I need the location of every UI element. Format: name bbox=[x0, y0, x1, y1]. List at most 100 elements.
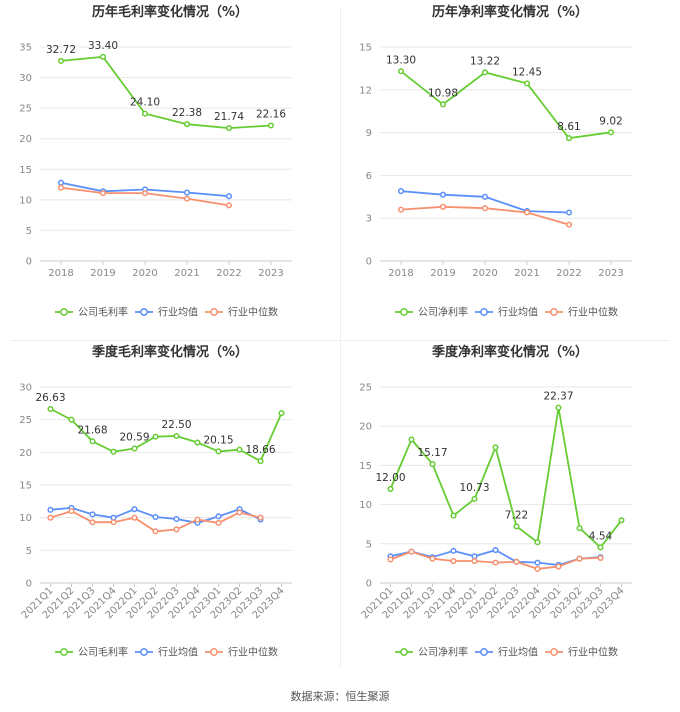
data-label: 24.10 bbox=[130, 97, 160, 109]
data-point-industry_avg bbox=[57, 179, 65, 186]
y-tick-label: 0 bbox=[26, 257, 32, 268]
data-point-industry_median bbox=[450, 557, 457, 565]
x-tick-label: 2018 bbox=[388, 268, 413, 279]
data-point-company bbox=[450, 512, 457, 519]
data-point-company bbox=[278, 410, 285, 417]
legend-swatch-marker bbox=[400, 308, 408, 316]
x-tick-label: 2021 bbox=[174, 268, 199, 279]
legend-item-company: 公司净利率 bbox=[395, 646, 468, 659]
data-point-industry_avg bbox=[173, 515, 180, 523]
x-tick-label: 2021 bbox=[514, 268, 539, 279]
y-tick-label: 0 bbox=[366, 257, 372, 268]
series-line-company bbox=[50, 408, 283, 463]
data-point-industry_avg bbox=[152, 513, 159, 521]
legend-label: 行业中位数 bbox=[228, 306, 278, 319]
data-point-company bbox=[173, 432, 180, 440]
legend-item-industry_avg: 行业均值 bbox=[135, 306, 198, 319]
data-point-industry_median bbox=[471, 557, 478, 565]
legend-item-company: 公司毛利率 bbox=[55, 306, 128, 319]
data-point-company bbox=[387, 485, 394, 492]
data-point-industry_avg bbox=[47, 506, 54, 513]
legend-item-industry_median: 行业中位数 bbox=[205, 646, 278, 659]
data-point-company bbox=[57, 57, 65, 64]
y-tick-label: 25 bbox=[359, 383, 372, 394]
data-point-industry_median bbox=[194, 516, 201, 523]
x-tick-label: 2020 bbox=[132, 268, 157, 279]
data-point-company bbox=[597, 544, 604, 551]
y-tick-label: 6 bbox=[366, 171, 372, 182]
data-point-industry_median bbox=[89, 519, 96, 526]
data-label: 22.50 bbox=[161, 419, 191, 431]
data-label: 4.54 bbox=[589, 530, 613, 542]
data-point-industry_avg bbox=[225, 193, 233, 200]
data-label: 9.02 bbox=[599, 115, 622, 127]
legend-swatch-marker bbox=[210, 308, 218, 316]
legend-label: 行业中位数 bbox=[568, 646, 618, 659]
y-tick-label: 15 bbox=[19, 481, 32, 492]
y-tick-label: 30 bbox=[19, 73, 32, 84]
legend-label: 行业中位数 bbox=[228, 646, 278, 659]
y-tick-label: 25 bbox=[19, 415, 32, 426]
y-tick-label: 10 bbox=[19, 195, 32, 206]
y-tick-label: 5 bbox=[26, 546, 32, 557]
data-label: 20.15 bbox=[203, 434, 233, 446]
data-label: 13.22 bbox=[470, 55, 500, 67]
legend-swatch-marker bbox=[550, 308, 558, 316]
data-point-company bbox=[152, 433, 159, 440]
y-tick-label: 25 bbox=[19, 104, 32, 115]
legend-label: 行业均值 bbox=[158, 306, 198, 319]
legend-item-industry_median: 行业中位数 bbox=[545, 306, 618, 319]
data-label: 10.73 bbox=[459, 482, 489, 494]
y-tick-label: 0 bbox=[366, 579, 372, 590]
data-point-company bbox=[408, 436, 415, 443]
data-point-industry_median bbox=[387, 556, 394, 563]
data-point-company bbox=[47, 405, 54, 413]
data-point-industry_avg bbox=[397, 188, 405, 195]
chart-quarterly-net-margin: 季度净利率变化情况（%） 0 5 10 15 20 25 2021Q1 2021Q2 2021Q3… bbox=[340, 340, 680, 680]
data-point-company bbox=[555, 404, 562, 411]
legend-item-industry_avg: 行业均值 bbox=[475, 646, 538, 659]
data-point-industry_avg bbox=[439, 191, 447, 198]
series-line-company bbox=[60, 55, 272, 130]
legend-label: 公司毛利率 bbox=[78, 646, 128, 659]
data-point-industry_median bbox=[555, 563, 562, 570]
chart-annual-gross-margin: 历年毛利率变化情况（%） 0 5 10 15 20 25 30 35 2018 2019 2020 20… bbox=[0, 0, 340, 340]
data-point-company bbox=[492, 444, 499, 451]
legend-label: 行业均值 bbox=[498, 646, 538, 659]
data-point-industry_median bbox=[131, 514, 138, 521]
legend-swatch-marker bbox=[140, 308, 148, 316]
data-point-company bbox=[257, 458, 264, 465]
data-point-company bbox=[89, 438, 96, 445]
data-point-industry_median bbox=[429, 555, 436, 562]
legend-item-industry_avg: 行业均值 bbox=[475, 306, 538, 319]
data-point-industry_avg bbox=[215, 513, 222, 520]
data-point-industry_median bbox=[576, 555, 583, 562]
y-tick-label: 12 bbox=[359, 85, 372, 96]
data-point-industry_median bbox=[215, 519, 222, 526]
series-line-company bbox=[400, 70, 612, 140]
legend-swatch-marker bbox=[400, 648, 408, 656]
data-point-company bbox=[236, 446, 243, 453]
legend-item-company: 公司毛利率 bbox=[55, 646, 128, 659]
data-point-company bbox=[194, 439, 201, 446]
legend-label: 公司净利率 bbox=[418, 646, 468, 659]
data-point-industry_median bbox=[152, 528, 159, 535]
y-tick-label: 5 bbox=[366, 539, 372, 550]
data-label: 7.22 bbox=[505, 509, 528, 521]
data-label: 21.74 bbox=[214, 111, 244, 123]
data-point-company bbox=[523, 80, 531, 87]
vertical-divider bbox=[340, 8, 341, 668]
y-tick-label: 30 bbox=[19, 383, 32, 394]
data-label: 12.45 bbox=[512, 66, 542, 78]
legend-label: 行业均值 bbox=[158, 646, 198, 659]
data-point-industry_avg bbox=[131, 506, 138, 513]
data-point-industry_median bbox=[236, 509, 243, 516]
data-point-industry_median bbox=[173, 526, 180, 533]
data-label: 21.68 bbox=[77, 424, 107, 436]
data-point-industry_median bbox=[481, 205, 489, 212]
y-tick-label: 20 bbox=[359, 422, 372, 433]
chart-title: 季度净利率变化情况（%） bbox=[431, 344, 588, 360]
legend-label: 行业均值 bbox=[498, 306, 538, 319]
legend-label: 行业中位数 bbox=[568, 306, 618, 319]
data-point-industry_median bbox=[99, 190, 107, 197]
